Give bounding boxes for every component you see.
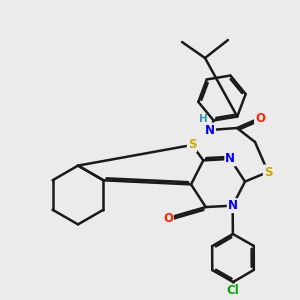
- Text: N: N: [225, 152, 235, 165]
- Text: H: H: [199, 114, 208, 124]
- Text: N: N: [228, 199, 238, 212]
- Text: S: S: [264, 166, 272, 178]
- Text: O: O: [163, 212, 173, 224]
- Text: Cl: Cl: [227, 284, 239, 298]
- Text: O: O: [255, 112, 265, 124]
- Text: N: N: [205, 124, 215, 136]
- Text: S: S: [188, 139, 196, 152]
